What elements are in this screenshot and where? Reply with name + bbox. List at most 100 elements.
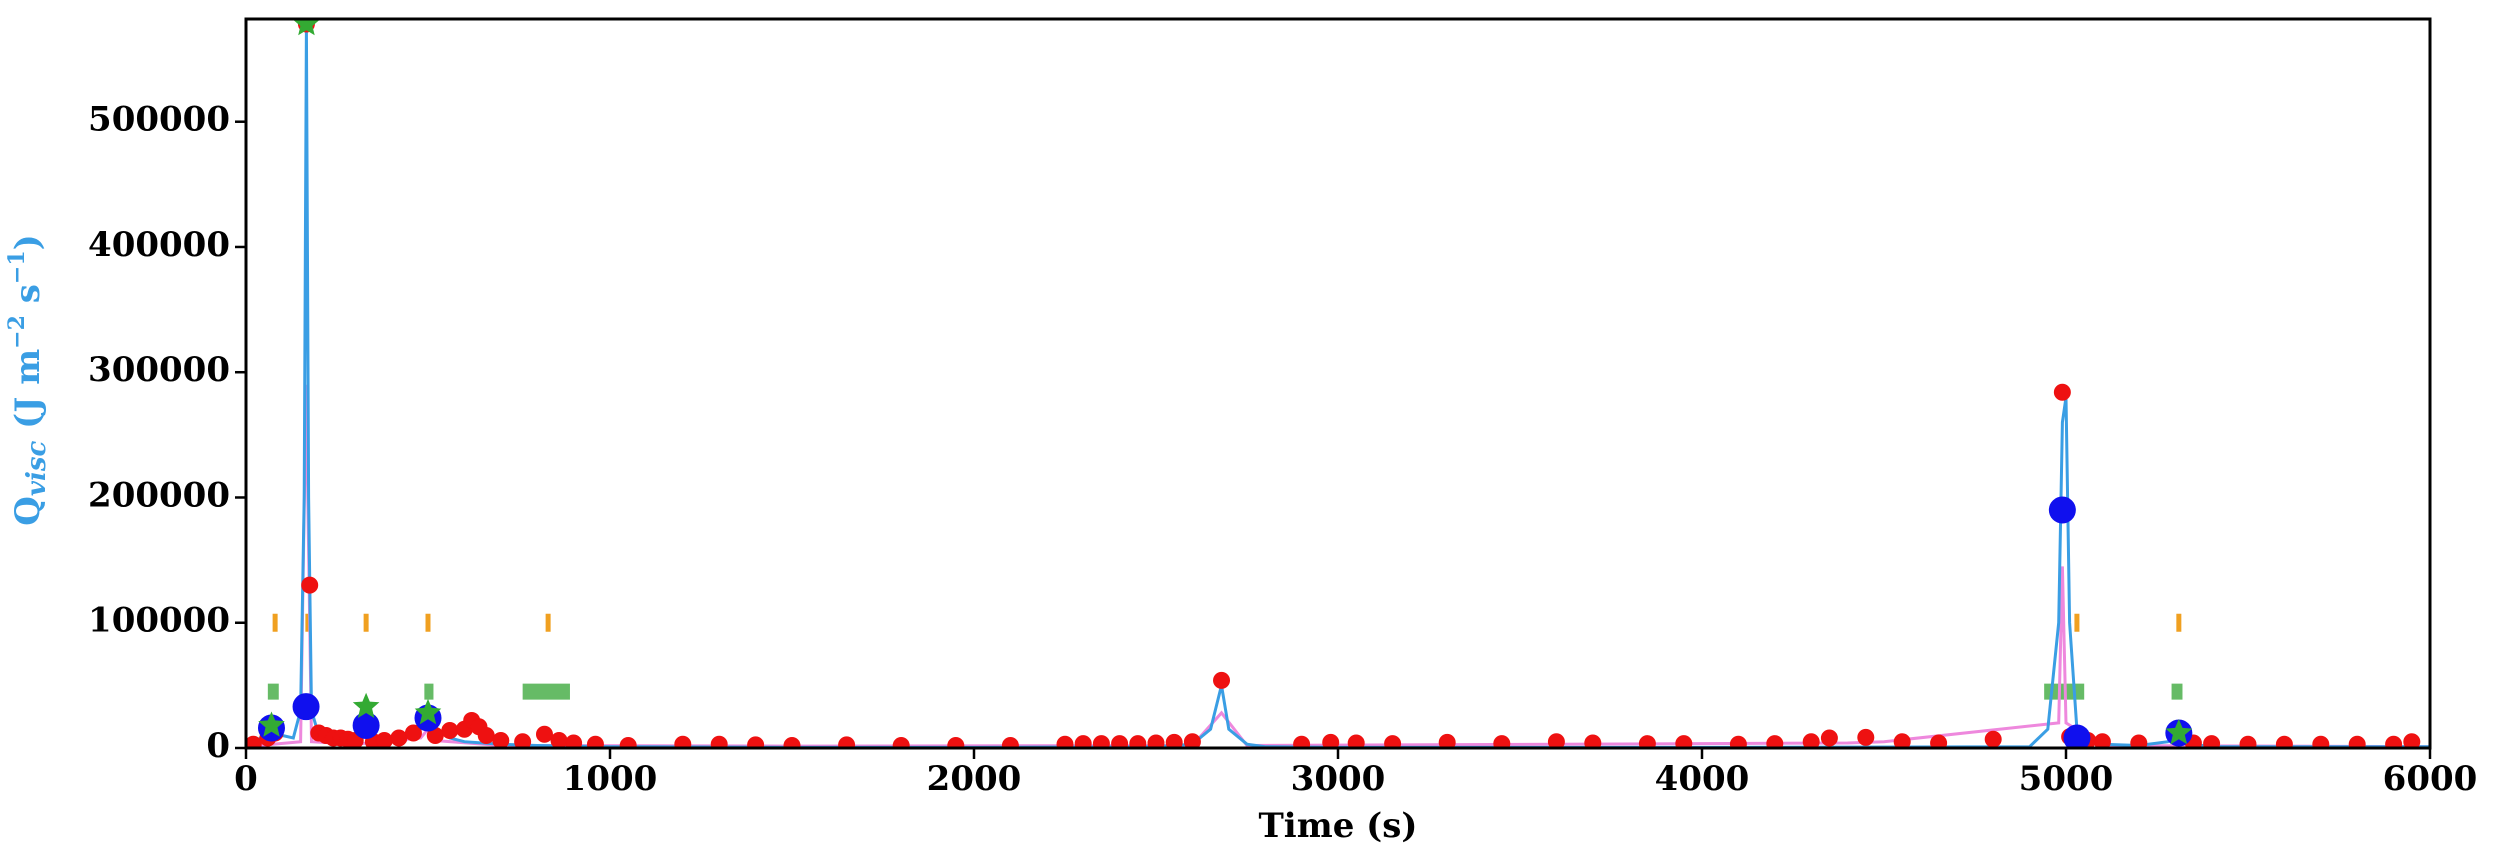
- x-tick-label: 4000: [1655, 759, 1750, 799]
- data-point: [1638, 735, 1656, 748]
- y-axis-label-part: ): [8, 234, 48, 250]
- y-tick-label: 200000: [88, 475, 230, 515]
- data-point: [1820, 729, 1838, 747]
- data-point: [1766, 735, 1784, 748]
- y-tick-label: 400000: [88, 225, 230, 265]
- data-point: [1493, 735, 1511, 748]
- data-point: [1074, 735, 1092, 748]
- data-point: [710, 735, 728, 748]
- data-point: [1056, 735, 1074, 748]
- tick-marker: [272, 613, 278, 632]
- data-point: [1129, 735, 1147, 748]
- star-marker: [293, 19, 320, 36]
- data-point: [892, 736, 910, 748]
- star-marker: [414, 698, 442, 725]
- x-tick-label: 0: [234, 759, 258, 799]
- data-point: [441, 721, 459, 739]
- data-point: [2239, 735, 2257, 748]
- y-axis-label-part: (J m: [8, 349, 48, 441]
- data-point: [1729, 735, 1747, 748]
- data-point: [1438, 733, 1456, 748]
- span-bar: [267, 683, 279, 700]
- data-point: [477, 726, 495, 744]
- data-point: [947, 736, 965, 748]
- y-axis-label: Qvisc (J m−2 s−1): [4, 234, 52, 525]
- data-point: [1293, 735, 1311, 748]
- star-marker: [352, 692, 380, 718]
- x-tick-label: 5000: [2019, 759, 2114, 799]
- data-point: [674, 735, 692, 748]
- data-point: [514, 733, 532, 748]
- data-point: [2130, 734, 2148, 748]
- y-tick-label: 0: [206, 726, 230, 766]
- data-point: [2312, 735, 2330, 748]
- data-point: [2203, 735, 2221, 748]
- tick-marker: [305, 613, 311, 632]
- y-axis-label-part: visc: [22, 440, 52, 496]
- data-point: [565, 734, 583, 748]
- data-point: [1092, 735, 1110, 748]
- tick-marker: [425, 613, 431, 632]
- data-point: [1893, 733, 1911, 748]
- data-point: [2063, 724, 2091, 748]
- data-line: [246, 27, 2430, 748]
- data-point: [1213, 671, 1231, 689]
- data-point: [1930, 734, 1948, 748]
- data-point: [1802, 733, 1820, 748]
- x-tick-label: 1000: [563, 759, 658, 799]
- data-point: [246, 735, 262, 748]
- data-point: [2348, 735, 2366, 748]
- data-line: [246, 384, 2430, 748]
- y-axis-label-part: s: [8, 284, 48, 315]
- data-point: [535, 725, 553, 743]
- axes-frame: [244, 17, 2432, 750]
- data-point: [352, 711, 380, 739]
- data-point: [1675, 735, 1693, 748]
- plot-area: [246, 19, 2430, 748]
- data-point: [619, 736, 637, 748]
- data-point: [747, 736, 765, 748]
- data-point: [1147, 734, 1165, 748]
- data-point: [1347, 734, 1365, 748]
- data-point: [1322, 733, 1340, 748]
- data-point: [2093, 733, 2111, 748]
- tick-marker: [2176, 613, 2182, 632]
- y-tick-label: 300000: [88, 350, 230, 390]
- tick-marker: [363, 613, 369, 632]
- tick-marker: [2074, 613, 2080, 632]
- data-point: [1183, 733, 1201, 748]
- x-tick-label: 3000: [1291, 759, 1386, 799]
- x-tick-label: 2000: [927, 759, 1022, 799]
- data-point: [2403, 733, 2421, 748]
- span-bar: [522, 683, 570, 700]
- y-tick-label: 100000: [88, 601, 230, 641]
- data-point: [292, 693, 320, 721]
- data-point: [2275, 735, 2293, 748]
- data-point: [1001, 736, 1019, 748]
- y-axis-label-part: Q: [8, 496, 48, 526]
- span-bar: [2171, 683, 2183, 700]
- x-tick-label: 6000: [2383, 759, 2478, 799]
- data-point: [492, 731, 510, 748]
- data-point: [390, 729, 408, 747]
- data-point: [1547, 733, 1565, 748]
- data-point: [301, 576, 319, 594]
- data-point: [550, 731, 568, 748]
- data-point: [1584, 734, 1602, 748]
- tick-marker: [545, 613, 551, 632]
- data-point: [1111, 735, 1129, 748]
- data-point: [783, 736, 801, 748]
- data-point: [1165, 733, 1183, 748]
- data-point: [2048, 496, 2076, 524]
- y-tick-label: 500000: [88, 100, 230, 140]
- star-marker: [2165, 719, 2193, 745]
- data-point: [586, 735, 604, 748]
- data-point: [2385, 735, 2403, 748]
- star-marker: [258, 711, 285, 737]
- data-point: [1384, 735, 1402, 748]
- data-point: [838, 736, 856, 748]
- data-point: [404, 724, 422, 742]
- x-axis-label: Time (s): [1259, 806, 1418, 846]
- data-point: [1857, 728, 1875, 746]
